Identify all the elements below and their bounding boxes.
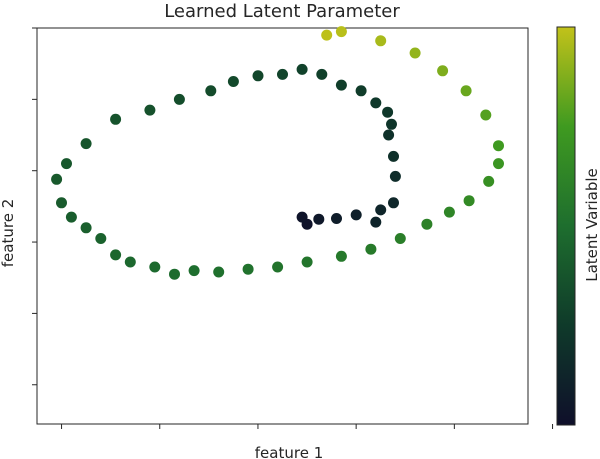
- data-point: [365, 243, 377, 255]
- data-point: [383, 129, 395, 141]
- data-point: [409, 47, 421, 59]
- data-point: [80, 222, 92, 234]
- data-point: [370, 97, 382, 109]
- data-point: [460, 85, 472, 97]
- data-point: [124, 256, 136, 268]
- data-point: [388, 197, 399, 209]
- data-point: [296, 211, 308, 223]
- data-point: [213, 266, 225, 278]
- data-point: [169, 268, 180, 280]
- colorbar: [556, 26, 576, 426]
- data-point: [301, 256, 313, 268]
- data-point: [335, 250, 347, 262]
- data-point: [227, 76, 239, 87]
- data-point: [375, 35, 387, 47]
- data-point: [61, 158, 72, 170]
- data-point: [463, 195, 475, 207]
- data-point: [173, 93, 185, 105]
- data-point: [242, 263, 254, 275]
- data-point: [252, 70, 264, 82]
- data-point: [205, 85, 217, 97]
- data-point: [335, 79, 347, 91]
- data-point: [443, 206, 455, 218]
- data-point: [437, 65, 449, 77]
- data-point: [389, 170, 401, 182]
- data-point: [149, 261, 161, 273]
- data-point: [355, 85, 367, 97]
- data-point: [80, 138, 92, 150]
- data-point: [95, 233, 107, 244]
- data-point: [110, 249, 122, 261]
- data-point: [394, 233, 406, 244]
- y-axis-label: feature 2: [0, 199, 17, 267]
- data-point: [493, 140, 504, 152]
- data-point: [316, 68, 328, 80]
- data-point: [386, 118, 397, 130]
- x-axis-ticks: [61, 424, 554, 429]
- data-point: [65, 211, 77, 223]
- data-point: [321, 29, 333, 41]
- data-point: [296, 63, 308, 75]
- plot-frame: [36, 27, 529, 425]
- data-point: [313, 213, 325, 225]
- data-point: [272, 261, 284, 273]
- data-point: [483, 175, 495, 187]
- data-point: [480, 109, 492, 121]
- data-point: [188, 265, 200, 277]
- colorbar-label: Latent Variable: [583, 168, 600, 282]
- data-point: [144, 104, 156, 116]
- data-point: [493, 158, 504, 170]
- data-point: [331, 213, 342, 224]
- data-point: [375, 204, 387, 216]
- data-points: [51, 26, 504, 280]
- data-point: [388, 150, 399, 162]
- data-point: [370, 216, 382, 228]
- data-point: [56, 197, 67, 209]
- data-point: [110, 113, 122, 125]
- chart-title: Learned Latent Parameter: [164, 1, 400, 22]
- data-point: [51, 173, 63, 185]
- data-point: [382, 106, 394, 118]
- data-point: [277, 68, 288, 80]
- x-axis-label: feature 1: [255, 444, 323, 459]
- data-point: [335, 26, 347, 38]
- y-axis-ticks: [32, 27, 37, 386]
- data-point: [421, 218, 433, 230]
- data-point: [350, 209, 362, 221]
